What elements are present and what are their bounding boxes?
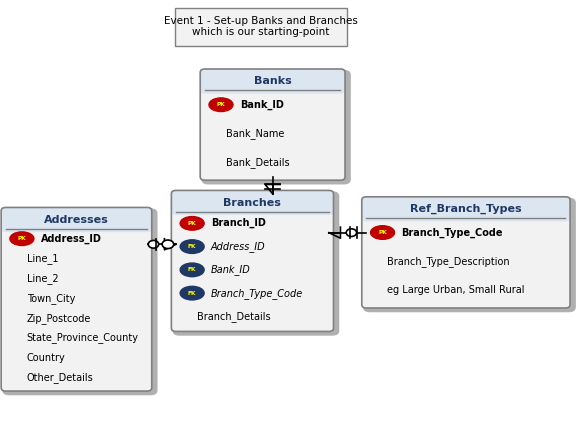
Text: Address_ID: Address_ID xyxy=(211,241,265,252)
FancyBboxPatch shape xyxy=(201,70,351,184)
Text: Banks: Banks xyxy=(254,76,291,86)
FancyBboxPatch shape xyxy=(171,190,334,215)
Text: Ref_Branch_Types: Ref_Branch_Types xyxy=(410,204,522,214)
Text: State_Province_County: State_Province_County xyxy=(27,333,138,343)
Text: Branch_Type_Description: Branch_Type_Description xyxy=(387,256,510,267)
FancyBboxPatch shape xyxy=(1,225,152,391)
Ellipse shape xyxy=(180,286,204,300)
Circle shape xyxy=(162,240,174,248)
FancyBboxPatch shape xyxy=(1,207,152,232)
Circle shape xyxy=(148,240,159,248)
Text: Addresses: Addresses xyxy=(44,215,109,225)
Text: Address_ID: Address_ID xyxy=(40,233,102,244)
Ellipse shape xyxy=(180,240,204,253)
Text: Town_City: Town_City xyxy=(27,293,75,304)
Ellipse shape xyxy=(209,98,233,112)
Text: Bank_Details: Bank_Details xyxy=(226,157,289,168)
Text: Bank_ID: Bank_ID xyxy=(211,265,250,275)
FancyBboxPatch shape xyxy=(2,208,158,395)
Text: Country: Country xyxy=(27,353,65,363)
Text: Zip_Postcode: Zip_Postcode xyxy=(27,313,91,324)
Text: Branches: Branches xyxy=(223,198,282,208)
Text: PK: PK xyxy=(378,230,387,235)
Text: Branch_Type_Code: Branch_Type_Code xyxy=(211,288,303,299)
Text: Event 1 - Set-up Banks and Branches
which is our starting-point: Event 1 - Set-up Banks and Branches whic… xyxy=(164,16,358,37)
Text: Other_Details: Other_Details xyxy=(27,372,93,383)
FancyBboxPatch shape xyxy=(171,208,334,331)
Text: eg Large Urban, Small Rural: eg Large Urban, Small Rural xyxy=(387,285,524,295)
Text: Branch_Details: Branch_Details xyxy=(197,311,271,322)
FancyBboxPatch shape xyxy=(362,215,570,308)
Ellipse shape xyxy=(180,216,204,230)
FancyBboxPatch shape xyxy=(200,87,345,180)
FancyBboxPatch shape xyxy=(200,69,345,94)
Text: PK: PK xyxy=(216,102,226,107)
Text: Line_1: Line_1 xyxy=(27,253,58,264)
Ellipse shape xyxy=(10,232,34,245)
Text: Branch_ID: Branch_ID xyxy=(211,218,266,228)
FancyBboxPatch shape xyxy=(363,198,576,312)
Text: Branch_Type_Code: Branch_Type_Code xyxy=(401,227,503,238)
FancyBboxPatch shape xyxy=(175,8,347,46)
FancyBboxPatch shape xyxy=(173,191,339,336)
Text: FK: FK xyxy=(188,268,196,272)
Text: Line_2: Line_2 xyxy=(27,273,58,284)
Text: PK: PK xyxy=(188,221,197,226)
Text: Bank_Name: Bank_Name xyxy=(226,128,284,139)
Ellipse shape xyxy=(180,263,204,277)
FancyBboxPatch shape xyxy=(362,197,570,222)
Circle shape xyxy=(346,229,357,236)
Text: Bank_ID: Bank_ID xyxy=(239,100,283,110)
Ellipse shape xyxy=(370,226,395,239)
Text: FK: FK xyxy=(188,291,196,296)
Text: PK: PK xyxy=(17,236,27,241)
Text: FK: FK xyxy=(188,244,196,249)
